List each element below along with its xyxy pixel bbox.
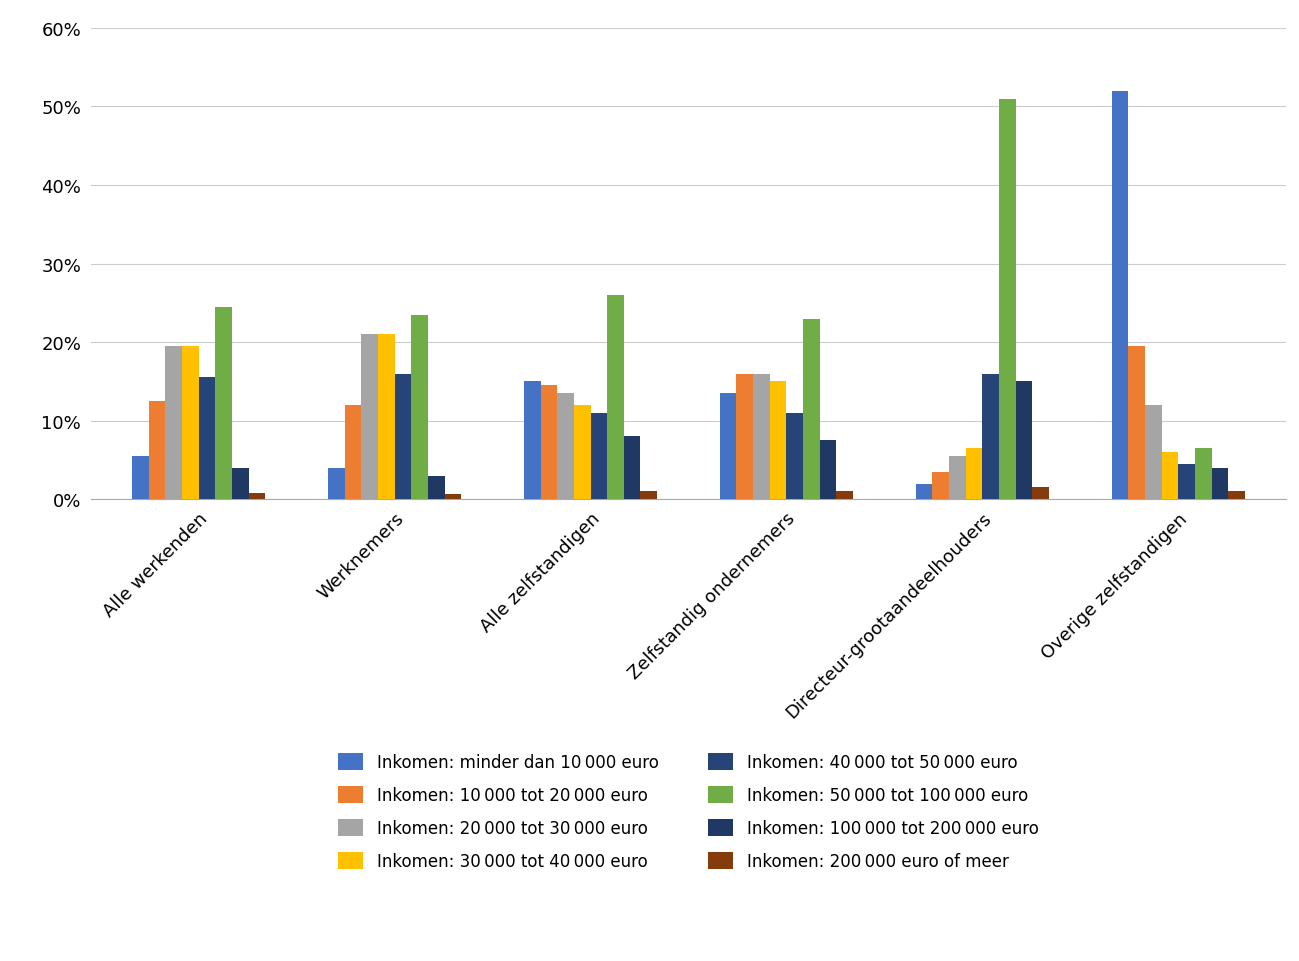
Bar — [999, 100, 1016, 500]
Bar — [837, 492, 853, 500]
Bar — [933, 472, 950, 500]
Bar — [950, 456, 965, 500]
Bar — [1112, 91, 1129, 500]
Bar — [607, 296, 624, 500]
Bar — [803, 319, 820, 500]
Bar — [770, 382, 786, 500]
Bar — [982, 374, 999, 500]
Bar — [720, 394, 737, 500]
Bar — [557, 394, 574, 500]
Bar — [574, 406, 591, 500]
Bar — [820, 441, 837, 500]
Bar — [182, 347, 199, 500]
Bar — [199, 378, 216, 500]
Bar — [327, 468, 344, 500]
Bar — [965, 449, 982, 500]
Bar — [1144, 406, 1161, 500]
Bar — [216, 308, 233, 500]
Bar — [737, 374, 753, 500]
Bar — [753, 374, 770, 500]
Bar — [427, 477, 444, 500]
Bar — [540, 386, 557, 500]
Bar — [248, 493, 265, 500]
Bar — [132, 456, 148, 500]
Bar — [640, 492, 657, 500]
Bar — [591, 413, 607, 500]
Bar — [523, 382, 540, 500]
Bar — [378, 335, 395, 500]
Bar — [395, 374, 412, 500]
Bar — [148, 402, 165, 500]
Bar — [1212, 468, 1229, 500]
Bar — [1178, 464, 1195, 500]
Bar — [1129, 347, 1144, 500]
Bar — [1195, 449, 1212, 500]
Bar — [344, 406, 361, 500]
Bar — [444, 494, 461, 500]
Legend: Inkomen: minder dan 10 000 euro, Inkomen: 10 000 tot 20 000 euro, Inkomen: 20 00: Inkomen: minder dan 10 000 euro, Inkomen… — [338, 752, 1039, 871]
Bar — [1016, 382, 1033, 500]
Bar — [233, 468, 248, 500]
Bar — [1161, 453, 1178, 500]
Bar — [624, 437, 640, 500]
Bar — [165, 347, 182, 500]
Bar — [361, 335, 378, 500]
Bar — [1229, 492, 1244, 500]
Bar — [412, 315, 427, 500]
Bar — [916, 484, 933, 500]
Bar — [1033, 488, 1050, 500]
Bar — [786, 413, 803, 500]
